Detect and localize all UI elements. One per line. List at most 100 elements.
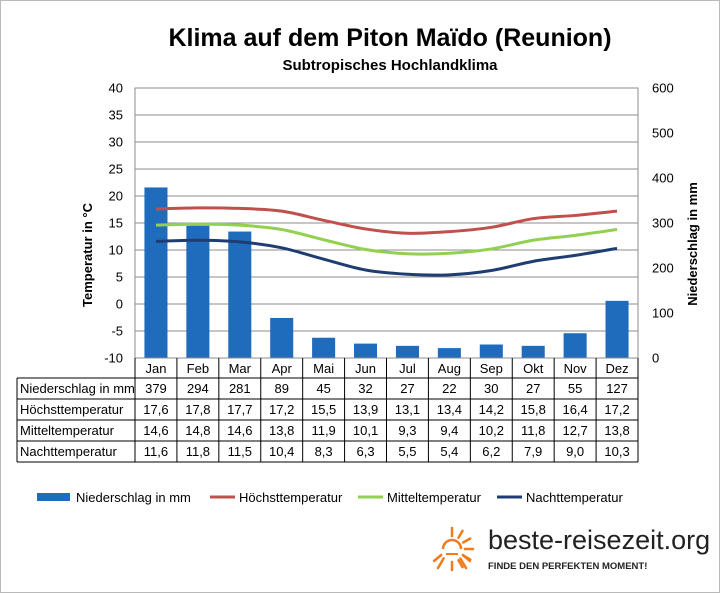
table-cell: 8,3 [315,444,333,459]
x-tick-label: Nov [564,361,588,376]
table-cell: 11,8 [521,423,545,438]
x-tick-label: Mar [229,361,252,376]
precipitation-bar [479,344,503,358]
table-cell: 13,8 [269,423,294,438]
table-cell: 294 [187,381,209,396]
brand-slogan: FINDE DEN PERFEKTEN MOMENT! [488,561,647,572]
y-left-tick-label: -5 [111,324,123,339]
x-tick-label: Mai [313,361,334,376]
x-tick-label: Jul [399,361,416,376]
series-line [155,222,618,256]
legend-entry: Nachttemperatur [526,490,623,505]
table-cell: 14,6 [143,423,168,438]
table-cell: 14,2 [479,402,504,417]
x-tick-label: Sep [480,361,503,376]
table-cell: 27 [400,381,414,396]
y-left-tick-label: 15 [109,216,123,231]
sun-icon [432,526,475,572]
table-cell: 15,8 [521,402,546,417]
table-cell: 14,8 [185,423,210,438]
table-cell: 11,8 [186,444,210,459]
sun-ray [457,559,464,569]
sun-ray [436,557,445,570]
table-cell: 9,4 [440,423,458,438]
y-right-tick-label: 600 [652,81,674,96]
y-left-tick-label: 40 [109,81,123,96]
x-tick-label: Jan [145,361,166,376]
precipitation-bar [354,343,378,358]
legend-swatch [37,493,70,501]
y-left-tick-label: 5 [116,270,123,285]
y-left-tick-label: 0 [116,297,123,312]
table-cell: 9,0 [566,444,584,459]
y-right-tick-label: 500 [652,126,674,141]
table-cell: 9,3 [398,423,416,438]
precipitation-bar [605,300,629,358]
table-cell: 13,1 [395,402,420,417]
chart-title: Klima auf dem Piton Maïdo (Reunion) [168,24,611,52]
x-tick-label: Jun [355,361,376,376]
table-cell: 5,5 [398,444,416,459]
x-tick-label: Aug [438,361,461,376]
x-tick-label: Apr [272,361,293,376]
y-left-tick-label: 20 [109,189,123,204]
temperature-lines [155,206,618,277]
legend-entry: Niederschlag in mm [76,490,191,505]
table-cell: 27 [526,381,540,396]
table-cell: 55 [568,381,582,396]
table-cell: 13,9 [353,402,378,417]
precipitation-bar [228,231,252,358]
y-right-tick-label: 400 [652,171,674,186]
y-axis-left-title: Temperatur in °C [80,202,95,307]
x-tick-label: Okt [523,361,544,376]
table-cell: 11,6 [144,444,168,459]
table-cell: 13,4 [437,402,462,417]
y-axis-right-title: Niederschlag in mm [685,182,700,306]
table-cell: 281 [229,381,251,396]
table-cell: 6,2 [482,444,500,459]
table-cell: 11,9 [311,423,335,438]
y-right-tick-label: 300 [652,216,674,231]
y-left-tick-label: 30 [109,135,123,150]
x-tick-label: Dez [605,361,628,376]
legend: Niederschlag in mm Höchsttemperatur Mittel… [37,490,623,505]
precipitation-bar [563,333,587,358]
table-cell: 12,7 [562,423,587,438]
series-line [155,206,618,235]
table-cell: 10,3 [604,444,629,459]
table-cell: 22 [442,381,456,396]
table-cell: 379 [145,381,167,396]
sun-ray [461,553,472,563]
precipitation-bars [144,187,629,358]
y-left-tick-label: 10 [109,243,123,258]
series-line [155,238,618,277]
table-cell: 30 [484,381,498,396]
sun-disc [441,538,463,550]
table-cell: 14,6 [227,423,252,438]
precipitation-bar [521,345,545,358]
sun-ray [459,557,468,570]
table-row-header: Niederschlag in mm [20,381,135,396]
table-cell: 11,5 [228,444,252,459]
table-cell: 15,5 [311,402,336,417]
table-row-header: Nachttemperatur [20,444,117,459]
table-cell: 10,1 [353,423,378,438]
y-left-tick-label: 25 [109,162,123,177]
y-right-tick-label: 200 [652,261,674,276]
x-tick-label: Feb [187,361,209,376]
table-row-header: Höchsttemperatur [20,402,124,417]
table-cell: 5,4 [440,444,458,459]
table-cell: 89 [274,381,288,396]
brand-name: beste-reisezeit.org [488,525,710,555]
y-right-tick-label: 100 [652,306,674,321]
sun-ray [457,529,464,539]
table-cell: 127 [606,381,628,396]
y-right-tick-label: 0 [652,351,659,366]
sun-ray [432,553,443,563]
table-cell: 17,2 [269,402,294,417]
table-cell: 17,6 [143,402,168,417]
branding: beste-reisezeit.org FINDE DEN PERFEKTEN … [432,525,710,572]
table-cell: 10,4 [269,444,294,459]
table-row-header: Mitteltemperatur [20,423,115,438]
legend-entry: Mitteltemperatur [387,490,482,505]
